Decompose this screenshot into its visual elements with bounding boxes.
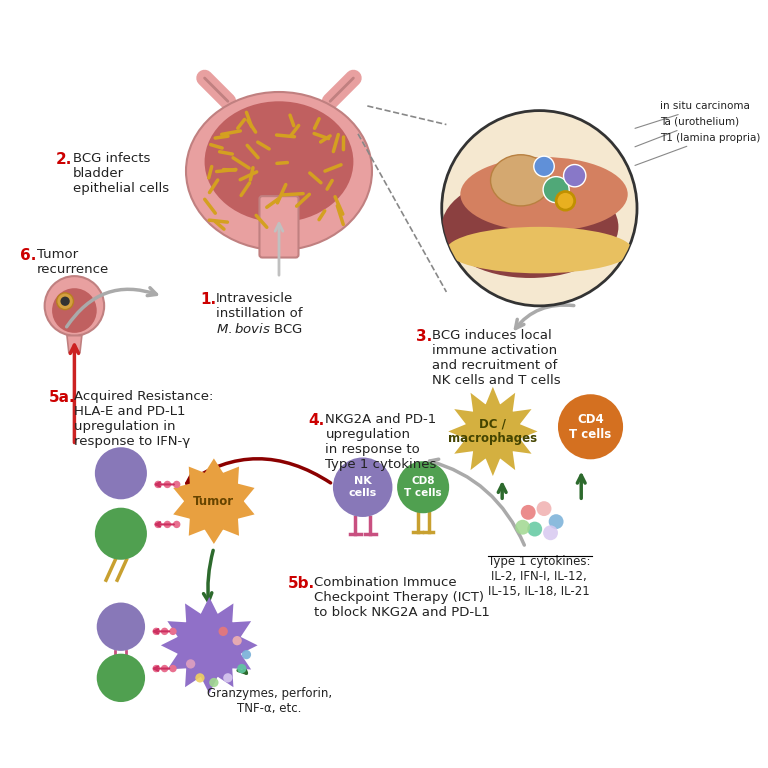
Circle shape — [237, 664, 247, 674]
Text: T1 (lamina propria): T1 (lamina propria) — [635, 133, 760, 165]
Text: in situ carcinoma: in situ carcinoma — [635, 101, 750, 128]
Text: 1.: 1. — [200, 292, 216, 307]
Circle shape — [564, 164, 586, 187]
Text: 5b.: 5b. — [288, 575, 316, 591]
Circle shape — [397, 462, 449, 513]
Circle shape — [543, 525, 558, 540]
Circle shape — [219, 627, 228, 636]
Circle shape — [164, 481, 171, 488]
Circle shape — [242, 650, 251, 659]
Text: NK
cells: NK cells — [349, 476, 377, 498]
Ellipse shape — [186, 92, 372, 250]
Text: Type 1 cytokines:
IL-2, IFN-I, IL-12,
IL-15, IL-18, IL-21: Type 1 cytokines: IL-2, IFN-I, IL-12, IL… — [488, 555, 591, 598]
Text: 5a.: 5a. — [49, 389, 76, 405]
Circle shape — [521, 505, 535, 520]
Circle shape — [209, 678, 219, 687]
Circle shape — [558, 394, 623, 459]
Text: CD8
T cells: CD8 T cells — [404, 476, 442, 498]
Text: Tumor
recurrence: Tumor recurrence — [37, 248, 110, 276]
Circle shape — [528, 521, 542, 537]
Text: Acquired Resistance:
HLA-E and PD-L1
upregulation in
response to IFN-γ: Acquired Resistance: HLA-E and PD-L1 upr… — [74, 389, 214, 448]
Polygon shape — [161, 597, 257, 694]
Circle shape — [164, 521, 171, 528]
Circle shape — [556, 191, 574, 210]
Circle shape — [548, 515, 564, 529]
Circle shape — [61, 296, 70, 306]
Circle shape — [534, 156, 554, 177]
Text: BCG infects
bladder
epithelial cells: BCG infects bladder epithelial cells — [72, 152, 169, 195]
Circle shape — [333, 458, 392, 517]
Text: 4.: 4. — [309, 413, 325, 428]
Circle shape — [153, 627, 160, 635]
Text: Combination Immuce
Checkpoint Therapy (ICT)
to block NKG2A and PD-L1: Combination Immuce Checkpoint Therapy (I… — [314, 575, 490, 618]
Circle shape — [515, 520, 530, 535]
Ellipse shape — [442, 176, 618, 278]
Text: BCG induces local
immune activation
and recruitment of
NK cells and T cells: BCG induces local immune activation and … — [432, 329, 561, 387]
Text: CD4
T cells: CD4 T cells — [569, 412, 611, 441]
Circle shape — [233, 636, 242, 645]
Circle shape — [556, 191, 574, 210]
Circle shape — [154, 521, 162, 528]
Circle shape — [186, 659, 195, 669]
Text: DC /
macrophages: DC / macrophages — [449, 418, 538, 445]
Ellipse shape — [446, 227, 632, 273]
Circle shape — [177, 613, 242, 678]
Circle shape — [153, 665, 160, 672]
Circle shape — [97, 603, 145, 651]
Polygon shape — [449, 387, 538, 476]
Circle shape — [223, 674, 233, 683]
Circle shape — [154, 481, 162, 488]
Circle shape — [543, 177, 569, 203]
Circle shape — [161, 627, 168, 635]
Text: Tumor: Tumor — [194, 495, 234, 508]
Ellipse shape — [204, 101, 353, 222]
Circle shape — [95, 508, 147, 560]
Circle shape — [173, 481, 180, 488]
Text: 3.: 3. — [415, 329, 432, 344]
Circle shape — [97, 654, 145, 702]
Circle shape — [465, 403, 521, 459]
Circle shape — [169, 627, 177, 635]
Circle shape — [57, 293, 74, 310]
Circle shape — [95, 447, 147, 499]
Text: Ta (urothelium): Ta (urothelium) — [635, 117, 740, 147]
Circle shape — [537, 502, 551, 516]
Circle shape — [184, 472, 243, 531]
Circle shape — [442, 111, 637, 306]
FancyBboxPatch shape — [260, 196, 299, 257]
Circle shape — [45, 276, 104, 336]
Polygon shape — [174, 458, 254, 544]
Ellipse shape — [460, 157, 627, 231]
Text: 6.: 6. — [21, 248, 37, 263]
Text: 2.: 2. — [56, 152, 72, 167]
Ellipse shape — [491, 155, 551, 206]
Text: Intravesicle
instillation of
$\it{M. bovis}$ BCG: Intravesicle instillation of $\it{M. bov… — [216, 292, 303, 336]
Text: NKG2A and PD-1
upregulation
in response to
Type 1 cytokines: NKG2A and PD-1 upregulation in response … — [326, 413, 437, 471]
Text: Granzymes, perforin,
TNF-α, etc.: Granzymes, perforin, TNF-α, etc. — [207, 687, 333, 715]
Circle shape — [161, 665, 168, 672]
Polygon shape — [67, 336, 82, 353]
Circle shape — [169, 665, 177, 672]
Circle shape — [195, 674, 204, 683]
Circle shape — [173, 521, 180, 528]
Circle shape — [52, 288, 97, 333]
